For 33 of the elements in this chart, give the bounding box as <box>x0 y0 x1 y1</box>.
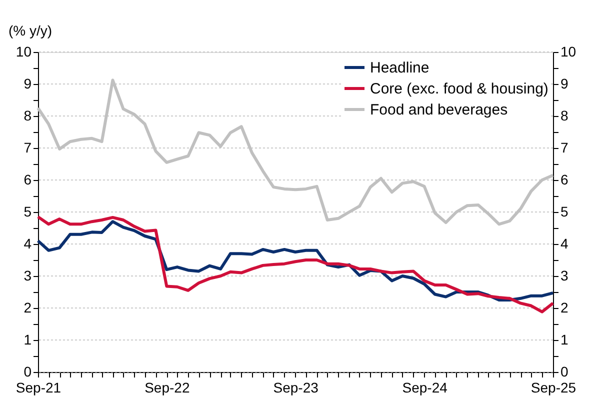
y2-tick-label: 6 <box>560 172 568 188</box>
x-tick-label: Sep-24 <box>402 380 448 396</box>
x-tick-label: Sep-25 <box>530 380 576 396</box>
y-tick-label: 5 <box>24 204 32 220</box>
y2-tick-label: 3 <box>560 268 568 284</box>
y-tick-label: 1 <box>24 332 32 348</box>
y2-tick-label: 5 <box>560 204 568 220</box>
y2-tick-label: 1 <box>560 332 568 348</box>
y-tick-label: 9 <box>24 76 32 92</box>
x-tick-label: Sep-22 <box>144 380 190 396</box>
y-tick-label: 8 <box>24 108 32 124</box>
y-axis-title: (% y/y) <box>8 22 52 38</box>
line-series <box>36 215 554 314</box>
legend-label: Food and beverages <box>370 102 508 118</box>
y-tick-label: 7 <box>24 140 32 156</box>
y2-tick-label: 2 <box>560 300 568 316</box>
x-tick-label: Sep-23 <box>273 380 319 396</box>
y-tick-label: 0 <box>24 364 32 380</box>
y2-tick-label: 4 <box>560 236 568 252</box>
y2-tick-label: 0 <box>560 364 568 380</box>
y-tick-label: 4 <box>24 236 32 252</box>
line-series <box>36 78 554 226</box>
x-tick-label: Sep-21 <box>16 380 62 396</box>
y-tick-label: 2 <box>24 300 32 316</box>
legend-label: Core (exc. food & housing) <box>370 80 548 98</box>
legend-label: Headline <box>370 60 430 76</box>
y-tick-label: 10 <box>16 44 32 60</box>
y2-tick-label: 9 <box>560 76 568 92</box>
y2-tick-label: 10 <box>560 44 576 60</box>
y-tick-label: 6 <box>24 172 32 188</box>
y2-tick-label: 8 <box>560 108 568 124</box>
y-tick-label: 3 <box>24 268 32 284</box>
y2-tick-label: 7 <box>560 140 568 156</box>
